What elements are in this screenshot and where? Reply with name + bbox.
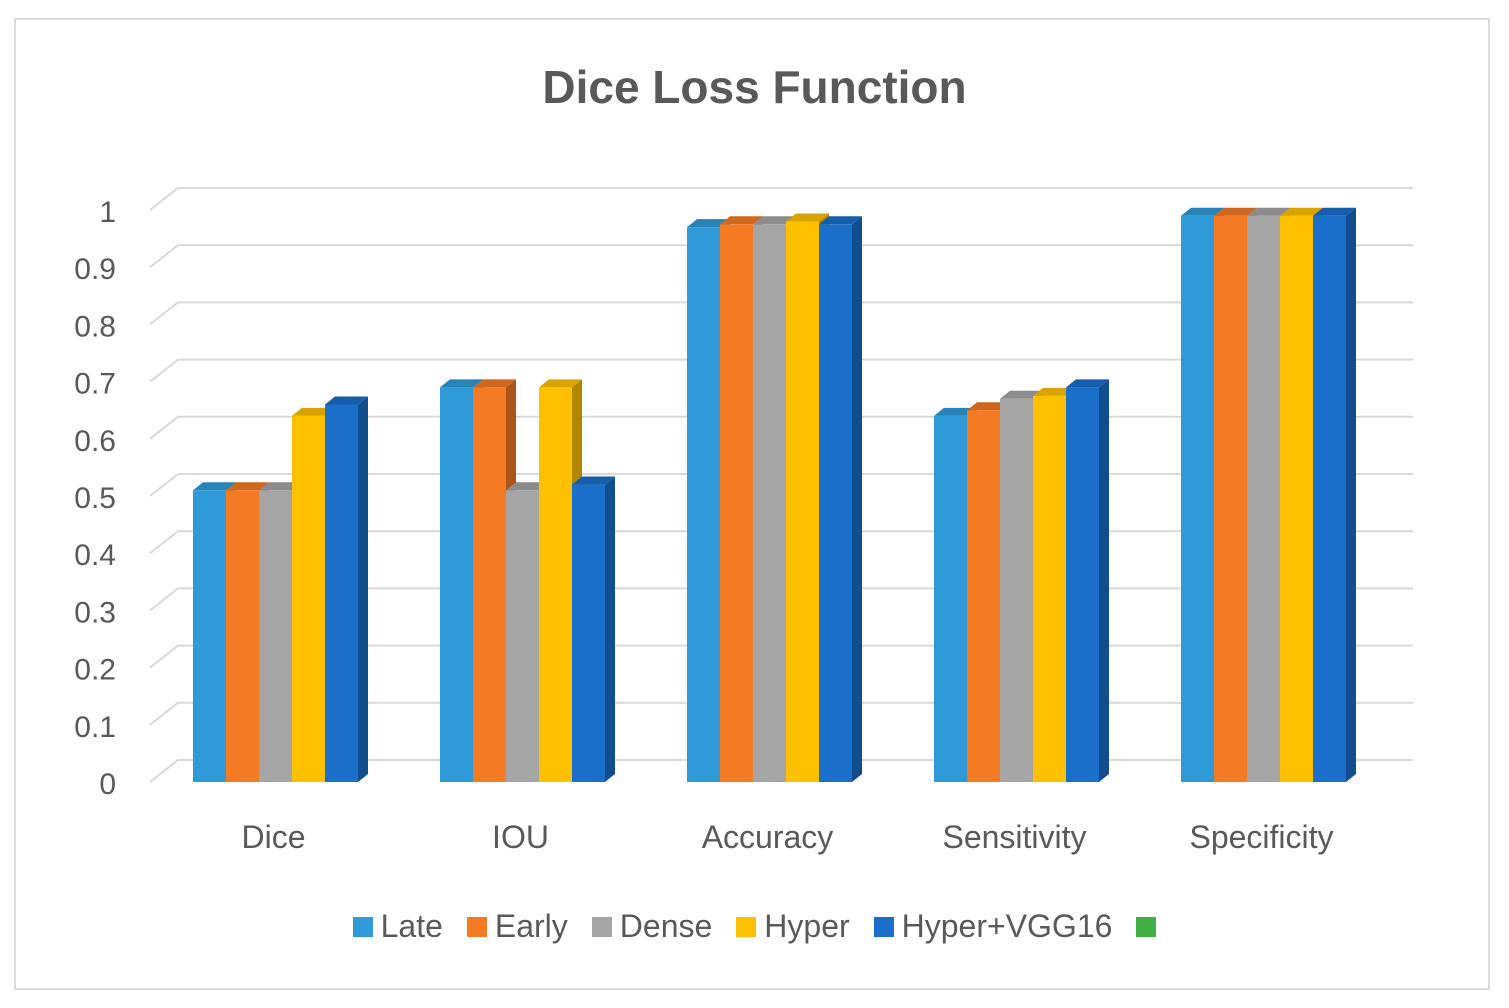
x-category-label: Specificity	[1189, 819, 1333, 855]
y-tick-label: 0	[99, 768, 116, 801]
y-tick-label: 0.5	[74, 482, 116, 515]
y-tick-label: 0.2	[74, 654, 116, 687]
legend-item: Dense	[591, 908, 713, 945]
legend-item: Hyper	[736, 908, 850, 945]
y-tick-label: 0.6	[74, 425, 116, 458]
legend-swatch	[873, 916, 894, 937]
legend-swatch	[352, 916, 373, 937]
bar-hyper-vgg16-sensitivity	[1066, 379, 1109, 782]
y-tick-label: 0.4	[74, 539, 116, 572]
chart-title: Dice Loss Function	[542, 61, 967, 113]
legend-item: Hyper+VGG16	[873, 908, 1113, 945]
gridline	[149, 301, 1413, 326]
legend-label: Late	[380, 908, 443, 944]
gridline	[149, 358, 1413, 383]
gridline	[149, 244, 1413, 268]
legend-item	[1136, 916, 1157, 937]
x-category-label: IOU	[492, 819, 549, 855]
legend-swatch	[1136, 916, 1157, 937]
legend-swatch	[736, 916, 757, 937]
y-tick-label: 0.3	[74, 596, 116, 629]
legend-item: Late	[352, 908, 443, 945]
bar-hyper-vgg16-dice	[325, 396, 368, 782]
legend-swatch	[591, 916, 612, 937]
y-tick-label: 0.8	[74, 310, 116, 343]
legend-swatch	[466, 916, 487, 937]
bar-hyper-vgg16-iou	[572, 476, 615, 782]
y-tick-label: 0.9	[74, 253, 116, 286]
bar-hyper-vgg16-accuracy	[819, 216, 862, 783]
legend-label: Early	[494, 908, 568, 944]
x-category-label: Dice	[241, 819, 305, 855]
gridline	[149, 187, 1413, 211]
bar-hyper-vgg16-specificity	[1313, 207, 1356, 783]
legend-item: Early	[466, 908, 568, 945]
y-tick-label: 0.7	[74, 368, 116, 401]
y-tick-label: 0.1	[74, 711, 116, 744]
y-tick-label: 1	[99, 196, 116, 229]
legend-label: Hyper+VGG16	[901, 908, 1113, 944]
chart-legend: Late Early Dense Hyper Hyper+VGG16	[0, 908, 1509, 945]
x-category-label: Accuracy	[702, 819, 834, 855]
legend-label: Dense	[619, 908, 713, 944]
legend-label: Hyper	[764, 908, 850, 944]
x-category-label: Sensitivity	[942, 819, 1086, 855]
